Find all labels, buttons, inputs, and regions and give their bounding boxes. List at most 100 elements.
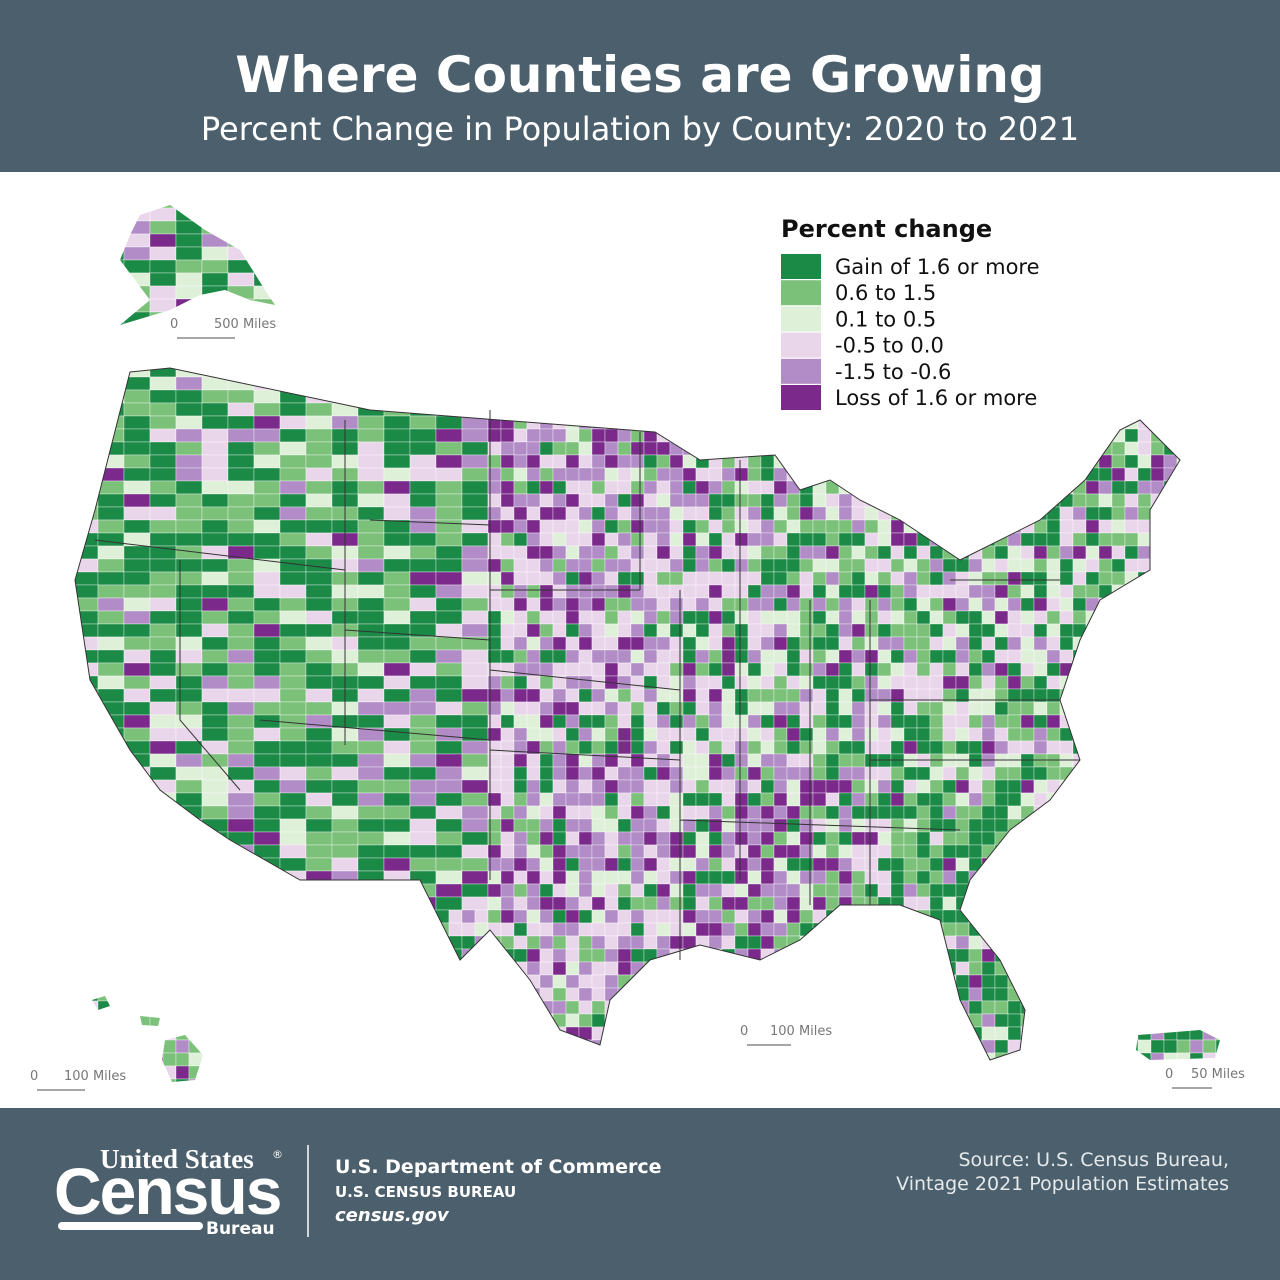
county — [201, 506, 229, 521]
county — [201, 519, 229, 534]
county — [669, 610, 684, 625]
county — [760, 727, 775, 742]
county — [968, 636, 983, 651]
county — [656, 896, 671, 911]
county — [357, 571, 385, 586]
county — [123, 623, 151, 638]
county — [461, 844, 489, 859]
county — [682, 714, 697, 729]
county — [578, 844, 593, 859]
county — [617, 753, 632, 768]
county — [227, 506, 255, 521]
county — [916, 714, 931, 729]
county — [916, 805, 931, 820]
county — [786, 922, 801, 937]
county — [1085, 519, 1100, 534]
county — [682, 740, 697, 755]
county — [357, 454, 385, 469]
county — [461, 610, 489, 625]
county — [747, 532, 762, 547]
county — [708, 922, 723, 937]
county — [539, 623, 554, 638]
county — [643, 909, 658, 924]
county — [968, 597, 983, 612]
county — [1111, 454, 1126, 469]
county — [513, 779, 528, 794]
county — [994, 675, 1009, 690]
county — [149, 623, 177, 638]
county — [565, 441, 580, 456]
county — [526, 597, 541, 612]
county — [773, 662, 788, 677]
county — [838, 714, 853, 729]
county — [929, 597, 944, 612]
county — [734, 480, 749, 495]
county — [1059, 558, 1074, 573]
county — [591, 506, 606, 521]
county — [747, 792, 762, 807]
county — [773, 688, 788, 703]
county — [123, 636, 151, 651]
county — [500, 506, 515, 521]
county — [617, 909, 632, 924]
county — [1124, 441, 1139, 456]
county — [799, 649, 814, 664]
county — [903, 532, 918, 547]
county — [591, 935, 606, 950]
county — [864, 766, 879, 781]
county — [526, 909, 541, 924]
county — [513, 766, 528, 781]
county — [435, 753, 463, 768]
county — [253, 623, 281, 638]
county — [409, 532, 437, 547]
county — [513, 727, 528, 742]
county — [812, 610, 827, 625]
county — [279, 428, 307, 443]
county — [1137, 441, 1152, 456]
county — [669, 480, 684, 495]
county — [513, 649, 528, 664]
county — [201, 688, 229, 703]
county — [123, 441, 151, 456]
county — [890, 831, 905, 846]
county — [578, 935, 593, 950]
county — [929, 636, 944, 651]
county — [1020, 779, 1035, 794]
county — [955, 584, 970, 599]
county — [1033, 584, 1048, 599]
county — [916, 818, 931, 833]
county — [578, 688, 593, 703]
county — [539, 571, 554, 586]
county — [630, 805, 645, 820]
county — [526, 519, 541, 534]
county — [656, 701, 671, 716]
county — [630, 740, 645, 755]
county — [994, 584, 1009, 599]
county — [305, 402, 333, 417]
county — [721, 766, 736, 781]
county — [916, 701, 931, 716]
county — [123, 246, 151, 261]
county — [539, 506, 554, 521]
county — [630, 675, 645, 690]
county — [552, 649, 567, 664]
county — [864, 649, 879, 664]
county — [383, 792, 411, 807]
county — [851, 545, 866, 560]
county — [682, 454, 697, 469]
county — [591, 688, 606, 703]
county — [1150, 441, 1165, 456]
county — [994, 571, 1009, 586]
county — [669, 701, 684, 716]
county — [253, 389, 281, 404]
county — [1085, 571, 1100, 586]
county — [604, 779, 619, 794]
county — [773, 519, 788, 534]
county — [721, 597, 736, 612]
county — [760, 909, 775, 924]
county — [461, 662, 489, 677]
county — [565, 493, 580, 508]
county — [669, 792, 684, 807]
county — [968, 974, 983, 989]
county — [552, 662, 567, 677]
